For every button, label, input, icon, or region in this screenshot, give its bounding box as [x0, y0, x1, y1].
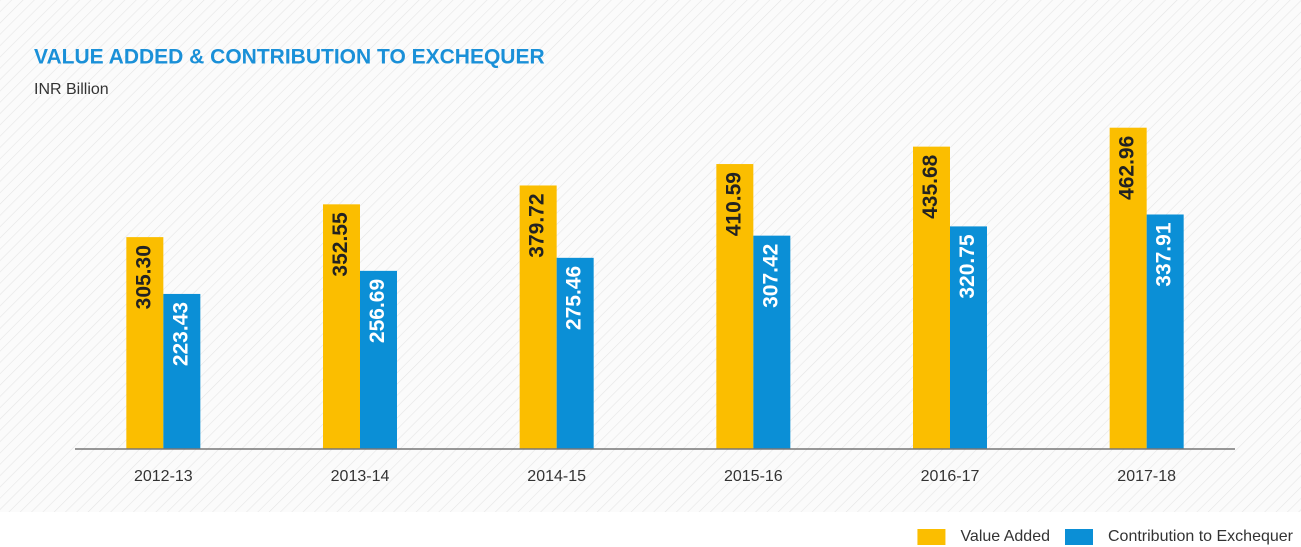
value-label: 256.69 — [366, 279, 389, 343]
value-label: 223.43 — [169, 302, 192, 366]
x-tick-label: 2015-16 — [724, 468, 783, 485]
value-label: 462.96 — [1116, 136, 1139, 200]
value-label: 275.46 — [563, 266, 586, 330]
legend-swatch — [1065, 529, 1093, 545]
bar — [323, 204, 360, 449]
x-tick-label: 2014-15 — [527, 468, 586, 485]
bar — [753, 235, 791, 449]
bar — [556, 257, 594, 449]
x-tick-label: 2013-14 — [331, 468, 390, 485]
x-tick-label: 2012-13 — [134, 468, 193, 485]
legend-swatch — [917, 529, 946, 545]
background — [0, 0, 1301, 512]
bar — [950, 226, 987, 449]
bar — [716, 164, 754, 449]
bar — [913, 146, 950, 450]
value-label: 305.30 — [132, 245, 155, 309]
bar — [1109, 127, 1147, 450]
bar — [1146, 214, 1184, 449]
value-label: 337.91 — [1153, 222, 1176, 287]
bar — [126, 237, 164, 449]
legend-label: Contribution to Exchequer — [1108, 528, 1294, 545]
x-tick-label: 2016-17 — [921, 468, 980, 485]
bar — [360, 270, 397, 449]
bar — [519, 185, 557, 450]
value-label: 410.59 — [722, 172, 745, 236]
x-tick-label: 2017-18 — [1117, 468, 1176, 485]
chart-title: VALUE ADDED & CONTRIBUTION TO EXCHEQUER — [34, 46, 545, 69]
bar — [163, 293, 201, 449]
value-label: 307.42 — [759, 244, 782, 308]
chart-subtitle: INR Billion — [34, 81, 109, 98]
value-label: 435.68 — [919, 154, 942, 219]
value-label: 320.75 — [956, 234, 979, 299]
legend-label: Value Added — [960, 528, 1050, 545]
value-label: 379.72 — [526, 193, 549, 257]
value-label: 352.55 — [329, 212, 352, 277]
